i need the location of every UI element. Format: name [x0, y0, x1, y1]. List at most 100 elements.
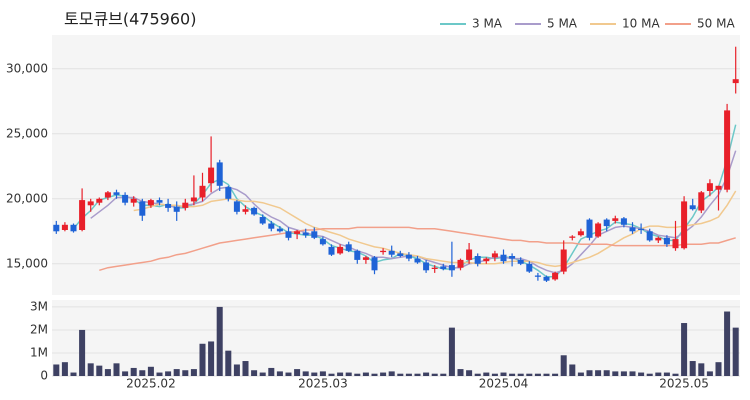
volume-bar	[681, 323, 688, 376]
volume-bar	[165, 371, 172, 376]
candle-body	[242, 209, 249, 212]
volume-bar	[457, 369, 464, 376]
y-tick-label: 0	[40, 369, 48, 383]
volume-bar	[242, 361, 249, 376]
candle-body	[190, 197, 197, 202]
volume-bar	[715, 362, 722, 376]
y-tick-label: 3M	[30, 299, 48, 313]
volume-bar	[620, 371, 627, 376]
candle-body	[259, 217, 266, 224]
volume-bar	[328, 373, 335, 376]
volume-bar	[534, 373, 541, 376]
volume-bar	[122, 371, 129, 376]
candle-body	[362, 257, 369, 260]
candle-body	[397, 253, 404, 256]
candle-body	[87, 201, 94, 206]
volume-bar	[147, 366, 154, 376]
volume-bar	[371, 373, 378, 376]
candle-body	[457, 259, 464, 268]
candle-body	[698, 192, 705, 211]
volume-bar	[285, 372, 292, 376]
candle-body	[672, 239, 679, 249]
candle-body	[474, 256, 481, 264]
candle-body	[491, 253, 498, 258]
candle-body	[165, 204, 172, 208]
candle-body	[440, 266, 447, 269]
volume-bar	[706, 371, 713, 376]
volume-bar	[423, 372, 430, 376]
candle-body	[79, 200, 86, 230]
legend-label: 50 MA	[697, 17, 735, 31]
volume-bar	[182, 370, 189, 376]
candle-body	[285, 231, 292, 238]
y-tick-label: 15,000	[6, 256, 48, 270]
candle-body	[199, 185, 206, 198]
volume-bar	[646, 373, 653, 376]
candle-body	[646, 231, 653, 241]
volume-bar	[638, 372, 645, 376]
volume-bar	[354, 373, 361, 376]
volume-bar	[294, 369, 301, 376]
volume-bar	[629, 371, 636, 376]
volume-bar	[431, 373, 438, 376]
volume-bar	[208, 341, 215, 376]
candle-body	[663, 237, 670, 245]
candle-body	[354, 250, 361, 260]
candle-body	[328, 246, 335, 255]
candle-body	[268, 223, 275, 229]
volume-bar	[466, 370, 473, 376]
volume-bar	[569, 364, 576, 376]
candle-body	[251, 207, 258, 215]
volume-bar	[362, 372, 369, 376]
volume-bar	[70, 372, 77, 376]
candle-body	[629, 227, 636, 232]
volume-bar	[337, 372, 344, 376]
volume-bar	[603, 370, 610, 376]
ma-line	[99, 226, 736, 272]
candle-body	[122, 194, 129, 203]
candle-body	[423, 262, 430, 271]
volume-bar	[225, 350, 232, 376]
candle-body	[345, 244, 352, 251]
candle-body	[104, 192, 111, 198]
candle-body	[466, 249, 473, 260]
volume-bar	[655, 372, 662, 376]
candle-body	[483, 258, 490, 262]
candle-body	[130, 198, 137, 203]
volume-bar	[663, 372, 670, 376]
volume-bar	[319, 371, 326, 376]
volume-bar	[397, 373, 404, 376]
candle-body	[337, 246, 344, 254]
candle-body	[208, 167, 215, 184]
volume-bar	[268, 367, 275, 376]
volume-bar	[612, 371, 619, 376]
volume-bar	[233, 364, 240, 376]
volume-bar	[156, 372, 163, 376]
volume-bar	[61, 362, 68, 376]
volume-bar	[732, 327, 739, 376]
x-tick-label: 2025.02	[126, 377, 176, 391]
candle-body	[681, 201, 688, 249]
y-tick-label: 30,000	[6, 61, 48, 75]
candle-body	[156, 200, 163, 203]
candle-body	[612, 218, 619, 221]
volume-bar	[500, 372, 507, 376]
volume-bar	[517, 373, 524, 376]
candle-body	[311, 231, 318, 238]
candle-body	[715, 185, 722, 190]
volume-bar	[380, 372, 387, 376]
candle-body	[689, 205, 696, 210]
volume-bar	[79, 329, 86, 376]
volume-bar	[87, 363, 94, 376]
candle-body	[233, 201, 240, 212]
volume-bar	[139, 370, 146, 376]
y-tick-label: 2M	[30, 322, 48, 336]
candle-body	[509, 256, 516, 259]
candle-body	[294, 231, 301, 234]
volume-bar	[552, 373, 559, 376]
volume-bar	[560, 355, 567, 376]
candle-body	[500, 254, 507, 262]
candle-body	[173, 206, 180, 212]
